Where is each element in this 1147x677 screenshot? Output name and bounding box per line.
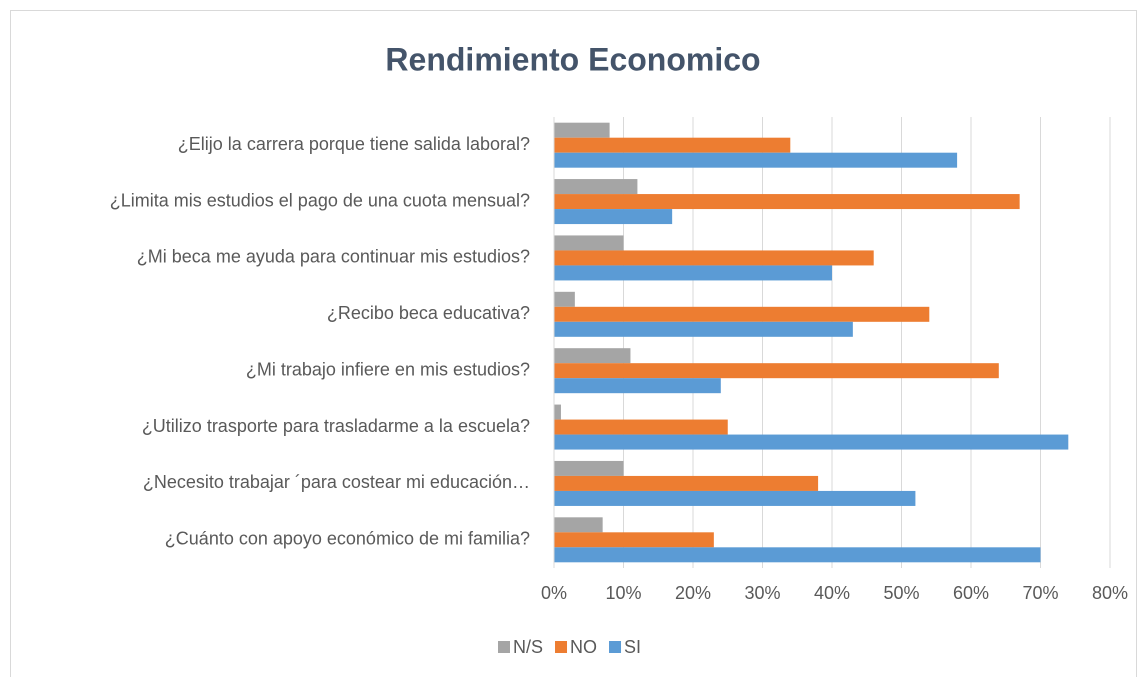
y-tick-label: ¿Recibo beca educativa? — [327, 303, 530, 323]
legend-swatch — [609, 641, 622, 653]
bar — [554, 152, 958, 168]
y-tick-label: ¿Mi beca me ayuda para continuar mis est… — [137, 247, 530, 267]
bar — [554, 363, 999, 379]
y-tick-label: ¿Elijo la carrera porque tiene salida la… — [178, 134, 530, 154]
x-tick-label: 80% — [1092, 583, 1128, 603]
bar — [554, 517, 603, 533]
y-tick-label: ¿Limita mis estudios el pago de una cuot… — [110, 190, 530, 210]
chart-border — [10, 10, 1137, 677]
legend-label: N/S — [513, 637, 543, 657]
bar — [554, 547, 1041, 563]
chart-title: Rendimiento Economico — [385, 41, 760, 77]
bar — [554, 209, 673, 225]
x-tick-label: 20% — [675, 583, 711, 603]
bar — [554, 194, 1020, 210]
x-tick-label: 10% — [605, 583, 641, 603]
x-tick-label: 70% — [1022, 583, 1058, 603]
x-tick-label: 50% — [883, 583, 919, 603]
bar — [554, 122, 610, 138]
x-tick-label: 0% — [541, 583, 567, 603]
bar — [554, 532, 714, 548]
x-tick-label: 40% — [814, 583, 850, 603]
bar — [554, 348, 631, 364]
x-tick-label: 60% — [953, 583, 989, 603]
bar — [554, 434, 1069, 450]
y-tick-label: ¿Necesito trabajar ´para costear mi educ… — [143, 472, 530, 492]
bar — [554, 321, 853, 337]
y-tick-label: ¿Cuánto con apoyo económico de mi famili… — [165, 529, 530, 549]
bar — [554, 250, 874, 266]
legend-label: SI — [624, 637, 641, 657]
bar — [554, 306, 930, 322]
bar — [554, 460, 624, 476]
bar — [554, 137, 791, 153]
bar — [554, 404, 561, 420]
bar — [554, 490, 916, 506]
bar — [554, 378, 721, 394]
legend-swatch — [498, 641, 510, 653]
bar — [554, 179, 638, 195]
bar — [554, 475, 819, 491]
y-tick-label: ¿Utilizo trasporte para trasladarme a la… — [142, 416, 530, 436]
legend-swatch — [555, 641, 568, 653]
x-tick-label: 30% — [744, 583, 780, 603]
y-tick-label: ¿Mi trabajo infiere en mis estudios? — [246, 359, 530, 379]
legend-label: NO — [570, 637, 597, 657]
bar — [554, 419, 728, 435]
bar — [554, 265, 832, 281]
bar — [554, 235, 624, 251]
bar — [554, 291, 575, 307]
